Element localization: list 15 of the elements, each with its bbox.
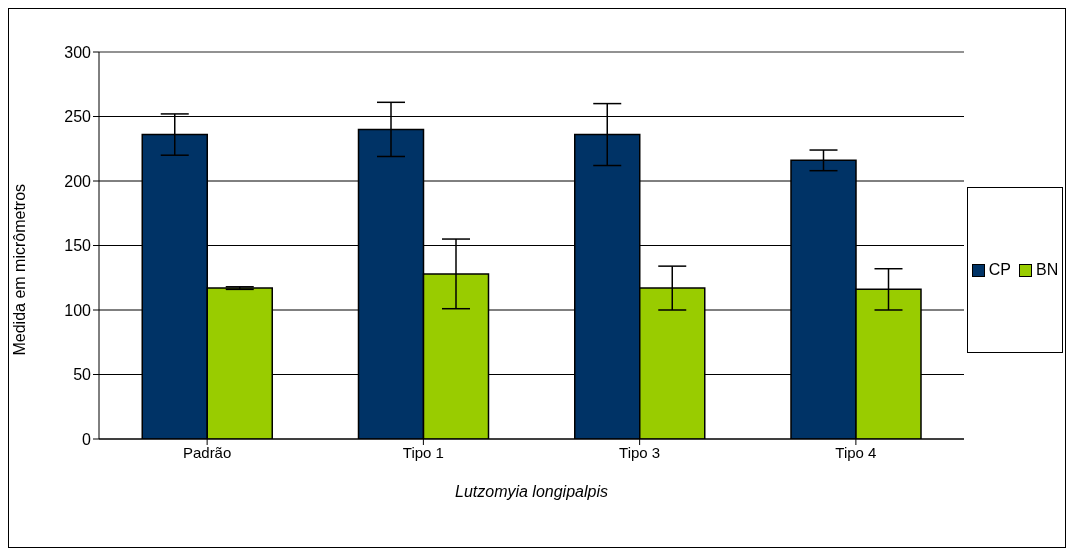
y-tick-label: 100 bbox=[64, 301, 92, 319]
y-tick-label: 150 bbox=[64, 237, 92, 255]
x-tick-label: Tipo 1 bbox=[402, 443, 444, 461]
x-tick-label: Tipo 3 bbox=[619, 443, 661, 461]
y-axis-title: Medida em micrômetros bbox=[10, 183, 28, 356]
y-tick-label: 250 bbox=[64, 108, 92, 126]
y-tick-label: 300 bbox=[64, 43, 92, 61]
legend-label: BN bbox=[1036, 261, 1059, 279]
legend-label: CP bbox=[988, 261, 1011, 279]
y-tick-label: 50 bbox=[73, 366, 92, 384]
y-tick-label: 0 bbox=[82, 430, 92, 448]
y-tick-label: 200 bbox=[64, 172, 92, 190]
x-tick-label: Tipo 4 bbox=[835, 443, 877, 461]
x-axis-title: Lutzomyia longipalpis bbox=[455, 483, 608, 500]
x-tick-label: Padrão bbox=[182, 443, 232, 461]
